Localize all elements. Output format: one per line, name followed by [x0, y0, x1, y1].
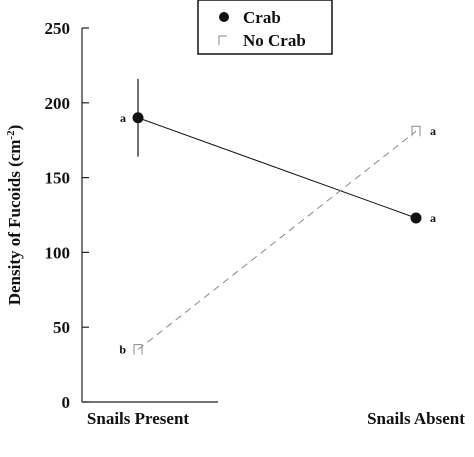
legend: Crab No Crab [197, 0, 333, 55]
legend-no-crab-label: No Crab [243, 31, 306, 50]
data-point [410, 212, 422, 224]
legend-crab-label: Crab [243, 8, 281, 27]
data-point [411, 125, 421, 137]
series-line [137, 130, 417, 351]
series-line [137, 117, 417, 219]
x-tick-label: Snails Present [87, 409, 190, 428]
data-point [132, 112, 144, 124]
y-tick-label: 200 [45, 94, 71, 113]
legend-no-crab-marker [218, 35, 227, 45]
y-tick-label: 250 [45, 19, 71, 38]
y-tick-label: 50 [53, 318, 70, 337]
x-tick-labels: Snails Present Snails Absent [87, 409, 465, 428]
y-tick-label: 100 [45, 243, 71, 262]
significance-letter: a [430, 124, 436, 138]
series-1: ba [119, 124, 436, 356]
significance-letter: b [119, 343, 126, 357]
y-tick-label: 150 [45, 169, 71, 188]
significance-letter: a [120, 111, 126, 125]
x-tick-label: Snails Absent [367, 409, 465, 428]
axes [81, 28, 218, 403]
significance-letter: a [430, 211, 436, 225]
y-ticks: 0 50 100 150 200 250 [45, 19, 89, 412]
y-axis-title-main: Density of Fucoids (cm [5, 140, 24, 306]
legend-box [197, 0, 333, 55]
legend-crab-marker [219, 12, 229, 22]
y-axis-title-end: ) [5, 125, 24, 131]
y-axis-title: Density of Fucoids (cm-2) [5, 125, 24, 306]
data-point [133, 344, 143, 355]
y-axis-title-sup: -2 [5, 130, 17, 140]
y-tick-label: 0 [62, 393, 71, 412]
series-0: aa [120, 78, 436, 225]
